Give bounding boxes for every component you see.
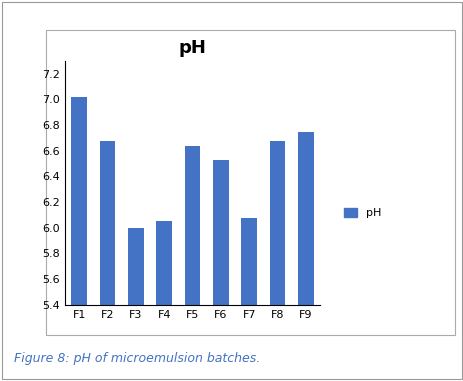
Text: Figure 8: pH of microemulsion batches.: Figure 8: pH of microemulsion batches. xyxy=(14,352,260,365)
Legend: pH: pH xyxy=(339,204,385,223)
Bar xyxy=(184,146,200,381)
FancyBboxPatch shape xyxy=(46,30,454,335)
Bar xyxy=(298,131,313,381)
Bar xyxy=(241,218,257,381)
Title: pH: pH xyxy=(178,38,206,57)
Bar xyxy=(156,221,172,381)
Bar xyxy=(213,160,228,381)
Bar xyxy=(128,228,144,381)
Bar xyxy=(71,97,87,381)
Bar xyxy=(100,141,115,381)
Bar xyxy=(269,141,285,381)
